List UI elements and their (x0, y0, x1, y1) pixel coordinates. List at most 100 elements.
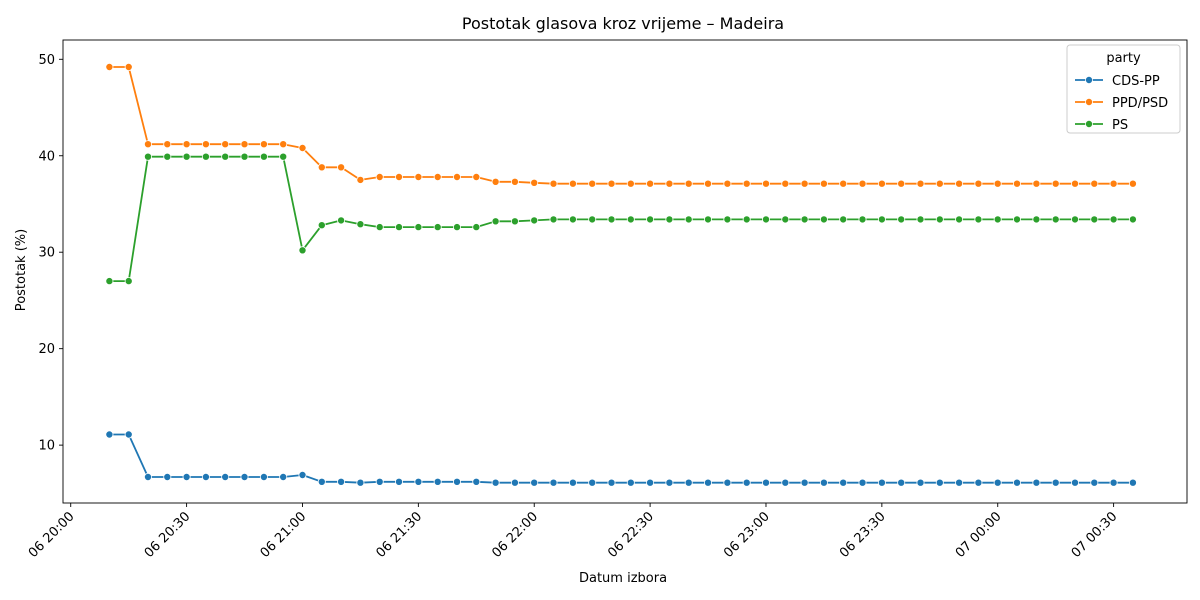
data-point (394, 477, 403, 486)
data-point (607, 215, 616, 224)
data-point (568, 478, 577, 487)
data-point (549, 179, 558, 188)
data-point (839, 179, 848, 188)
data-point (742, 179, 751, 188)
y-tick-label: 30 (38, 246, 55, 261)
data-point (935, 478, 944, 487)
data-point (240, 472, 249, 481)
data-point (1109, 478, 1118, 487)
data-point (897, 478, 906, 487)
data-point (955, 478, 964, 487)
data-point (935, 179, 944, 188)
data-point (1109, 179, 1118, 188)
data-point (646, 215, 655, 224)
data-point (800, 478, 809, 487)
legend-title: party (1106, 51, 1141, 66)
data-point (723, 478, 732, 487)
data-point (279, 140, 288, 149)
data-point (1128, 179, 1137, 188)
data-point (549, 478, 558, 487)
data-point (356, 175, 365, 184)
data-point (337, 216, 346, 225)
data-point (684, 478, 693, 487)
data-point (646, 179, 655, 188)
data-point (414, 477, 423, 486)
y-tick-label: 50 (38, 53, 55, 68)
data-point (858, 478, 867, 487)
data-point (665, 478, 674, 487)
series-ppd-psd (105, 63, 1137, 188)
data-point (588, 179, 597, 188)
data-point (916, 478, 925, 487)
x-tick-label: 06 22:30 (605, 509, 657, 561)
data-point (626, 215, 635, 224)
data-point (279, 472, 288, 481)
data-point (375, 172, 384, 181)
data-point (491, 177, 500, 186)
data-point (839, 478, 848, 487)
data-point (607, 478, 616, 487)
legend-marker (1085, 120, 1094, 129)
data-point (1071, 215, 1080, 224)
data-point (317, 477, 326, 486)
data-point (240, 152, 249, 161)
data-point (530, 478, 539, 487)
data-point (684, 215, 693, 224)
data-point (182, 472, 191, 481)
data-point (1071, 179, 1080, 188)
data-point (1090, 179, 1099, 188)
data-point (1051, 179, 1060, 188)
data-point (877, 478, 886, 487)
x-tick-label: 06 20:00 (26, 509, 78, 561)
data-point (1013, 179, 1022, 188)
legend-marker (1085, 76, 1094, 85)
series-cds-pp (105, 430, 1137, 487)
data-point (414, 172, 423, 181)
legend-box (1066, 44, 1181, 134)
data-point (781, 215, 790, 224)
data-point (607, 179, 616, 188)
data-point (298, 470, 307, 479)
data-point (433, 223, 442, 232)
legend-item: CDS-PP (1075, 74, 1160, 89)
data-point (665, 215, 674, 224)
legend-label: CDS-PP (1112, 74, 1160, 89)
x-tick-label: 06 23:30 (837, 509, 889, 561)
data-point (337, 163, 346, 172)
x-tick-label: 06 20:30 (142, 509, 194, 561)
data-point (897, 179, 906, 188)
data-point (955, 179, 964, 188)
data-point (549, 215, 558, 224)
data-point (1071, 478, 1080, 487)
x-tick-label: 06 22:00 (489, 509, 541, 561)
data-point (124, 63, 133, 72)
data-point (781, 179, 790, 188)
data-point (646, 478, 655, 487)
data-point (1032, 478, 1041, 487)
chart-title: Postotak glasova kroz vrijeme – Madeira (462, 14, 784, 33)
data-point (279, 152, 288, 161)
data-point (221, 152, 230, 161)
y-axis-label: Postotak (%) (14, 229, 29, 311)
data-point (723, 179, 732, 188)
data-point (819, 179, 828, 188)
data-point (394, 172, 403, 181)
data-point (105, 63, 114, 72)
data-point (221, 472, 230, 481)
data-point (356, 220, 365, 229)
data-point (1051, 478, 1060, 487)
data-point (819, 478, 828, 487)
data-point (568, 215, 577, 224)
data-point (704, 179, 713, 188)
data-point (723, 215, 732, 224)
data-point (240, 140, 249, 149)
data-point (298, 246, 307, 255)
legend-marker (1085, 98, 1094, 107)
data-point (974, 179, 983, 188)
data-point (877, 215, 886, 224)
data-point (704, 215, 713, 224)
data-point (974, 478, 983, 487)
data-point (1051, 215, 1060, 224)
data-point (742, 215, 751, 224)
